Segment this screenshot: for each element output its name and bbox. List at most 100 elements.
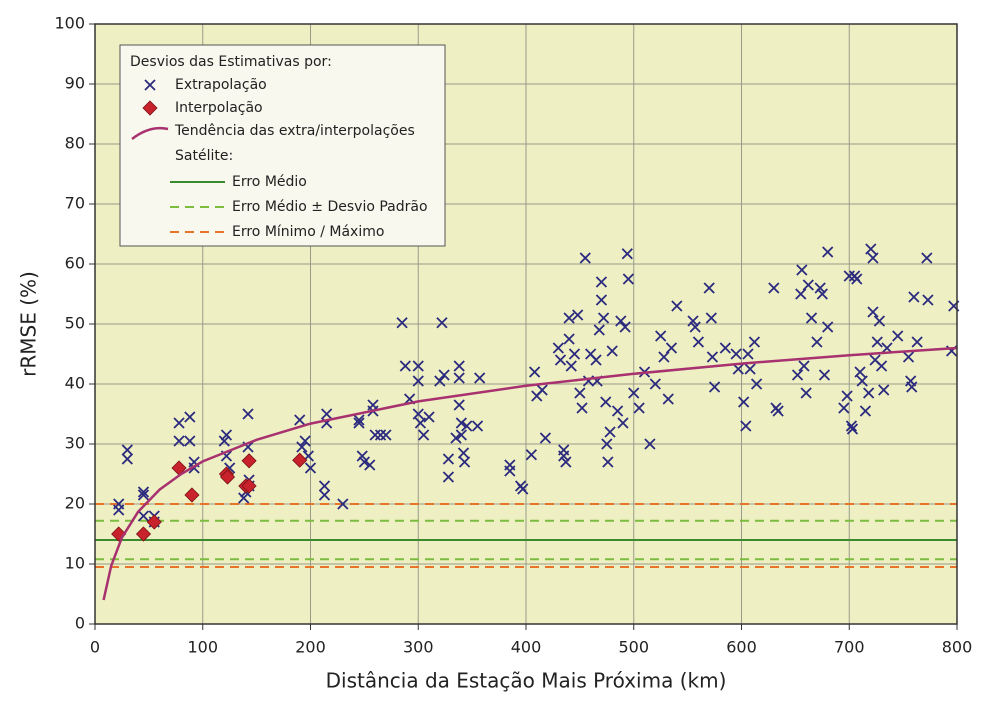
- point: [922, 294, 934, 306]
- point: [851, 273, 863, 285]
- x-tick-label: 500: [618, 638, 649, 657]
- point: [458, 456, 471, 468]
- point: [453, 360, 465, 372]
- point: [412, 360, 424, 372]
- point: [399, 360, 411, 372]
- point: [671, 300, 683, 312]
- x-tick-label: 100: [187, 638, 218, 657]
- point: [875, 360, 888, 372]
- point: [822, 321, 834, 333]
- point: [294, 414, 306, 426]
- y-tick-label: 60: [65, 254, 85, 273]
- point: [798, 360, 810, 372]
- point: [219, 469, 236, 485]
- point: [423, 411, 435, 423]
- point: [617, 417, 629, 429]
- point: [418, 429, 430, 441]
- x-tick-label: 600: [726, 638, 757, 657]
- point: [865, 243, 877, 255]
- legend-trend: [131, 126, 169, 140]
- point: [455, 429, 467, 441]
- point: [744, 363, 756, 375]
- point: [242, 408, 254, 420]
- point: [621, 248, 633, 260]
- point: [902, 351, 915, 363]
- point: [911, 336, 923, 348]
- point: [633, 402, 645, 414]
- point: [442, 471, 455, 483]
- point: [628, 387, 640, 399]
- point: [369, 429, 381, 441]
- point: [414, 417, 427, 429]
- x-tick-label: 400: [511, 638, 542, 657]
- point: [665, 342, 678, 354]
- point: [892, 330, 904, 342]
- point: [622, 273, 634, 285]
- point: [689, 321, 701, 333]
- point: [137, 489, 150, 501]
- point: [356, 450, 368, 462]
- point: [457, 447, 470, 459]
- point: [241, 453, 257, 469]
- y-tick-label: 70: [65, 194, 85, 213]
- point: [606, 345, 618, 357]
- point: [173, 417, 185, 429]
- point: [602, 456, 614, 468]
- point: [358, 456, 371, 468]
- point: [873, 315, 886, 327]
- legend-label: Erro Médio ± Desvio Padrão: [232, 199, 428, 215]
- point: [795, 288, 807, 300]
- point: [838, 402, 850, 414]
- y-tick-label: 0: [75, 614, 85, 633]
- point: [146, 514, 162, 530]
- point: [563, 333, 575, 345]
- legend-title: Desvios das Estimativas por:: [130, 54, 332, 70]
- point: [453, 372, 465, 384]
- point: [353, 417, 365, 429]
- point: [121, 444, 133, 456]
- x-tick-label: 800: [942, 638, 973, 657]
- point: [740, 420, 752, 432]
- point: [568, 348, 581, 360]
- point: [364, 459, 376, 471]
- point: [871, 336, 883, 348]
- point: [135, 526, 152, 542]
- point: [644, 438, 656, 450]
- point: [816, 288, 828, 300]
- point: [461, 420, 473, 432]
- x-tick-label: 200: [295, 638, 326, 657]
- point: [601, 438, 613, 450]
- point: [412, 375, 424, 387]
- point: [218, 435, 230, 447]
- point: [600, 396, 612, 408]
- point: [137, 486, 150, 498]
- y-tick-label: 80: [65, 134, 85, 153]
- point: [241, 478, 257, 494]
- legend-box: [119, 44, 446, 247]
- point: [796, 264, 808, 276]
- point: [574, 387, 586, 399]
- point: [595, 276, 608, 288]
- point: [768, 282, 780, 294]
- point: [878, 384, 890, 396]
- point: [220, 429, 233, 441]
- point: [854, 366, 866, 378]
- x-tick-label: 300: [403, 638, 434, 657]
- point: [299, 435, 311, 447]
- point: [655, 330, 667, 342]
- point: [921, 252, 933, 264]
- point: [597, 312, 610, 324]
- point: [184, 435, 196, 447]
- legend-label: Erro Médio: [232, 174, 307, 190]
- legend-label: Tendência das extra/interpolações: [174, 123, 415, 139]
- point: [706, 351, 719, 363]
- y-tick-label: 90: [65, 74, 85, 93]
- point: [867, 306, 879, 318]
- point: [867, 252, 879, 264]
- point: [908, 291, 920, 303]
- point: [525, 449, 538, 461]
- point: [554, 354, 567, 366]
- y-tick-label: 40: [65, 374, 85, 393]
- point: [649, 378, 661, 390]
